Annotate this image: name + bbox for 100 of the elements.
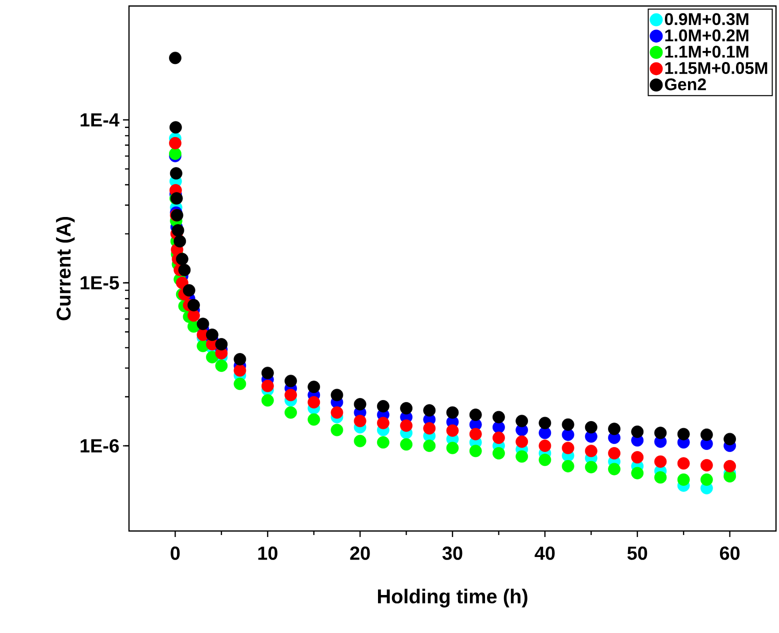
point [354, 414, 366, 428]
point [516, 450, 528, 463]
point [724, 470, 736, 482]
point [261, 366, 274, 380]
point [423, 440, 436, 452]
point [724, 460, 736, 472]
y-tick-label: 1E-6 [80, 439, 119, 453]
x-tick-label: 20 [350, 546, 370, 560]
point [492, 410, 505, 424]
point [206, 350, 218, 364]
x-tick-label: 50 [627, 546, 648, 560]
point [308, 380, 320, 394]
point [188, 298, 200, 312]
point [469, 408, 482, 421]
point [654, 455, 667, 468]
y-axis-title: Current (A) [56, 216, 75, 320]
point [516, 414, 528, 428]
point [423, 404, 436, 417]
point [492, 432, 505, 444]
point [215, 360, 228, 372]
x-axis-title: Holding time (h) [378, 588, 528, 608]
point [284, 374, 297, 388]
point [700, 428, 713, 441]
y-tick-label: 1E-5 [80, 276, 119, 290]
point [562, 460, 574, 472]
point [608, 462, 620, 476]
point [469, 444, 482, 458]
point [446, 406, 459, 419]
point [261, 394, 274, 407]
point [677, 457, 690, 470]
y-tick-label: 1E-4 [80, 113, 120, 126]
point [584, 444, 598, 458]
x-tick-label: 0 [170, 546, 180, 560]
point [284, 388, 297, 402]
point [516, 435, 528, 448]
point [700, 459, 713, 472]
point [677, 473, 690, 486]
point [169, 121, 182, 134]
point [492, 447, 505, 460]
point [308, 396, 320, 408]
point [170, 167, 182, 180]
point [206, 328, 218, 341]
point [724, 432, 736, 446]
point [423, 422, 436, 435]
point [562, 442, 574, 454]
x-tick-label: 40 [534, 546, 555, 560]
point [188, 309, 200, 322]
point [308, 413, 320, 426]
x-tick-label: 10 [258, 546, 278, 560]
point [400, 419, 412, 432]
point [700, 473, 713, 486]
point [330, 406, 344, 419]
point [608, 447, 620, 460]
point [172, 224, 184, 237]
point [631, 426, 644, 438]
point [176, 276, 188, 290]
point [654, 471, 667, 484]
point [631, 466, 644, 480]
point [215, 338, 228, 350]
point [562, 418, 574, 431]
legend-label: 0.9M+0.3M [664, 13, 748, 26]
point [538, 454, 552, 466]
point [174, 235, 186, 248]
point [654, 426, 667, 440]
point [182, 284, 196, 297]
point [169, 52, 182, 64]
point [446, 424, 459, 437]
point [330, 424, 344, 436]
point [677, 428, 690, 440]
point [169, 148, 182, 160]
point [234, 378, 246, 390]
legend-label: 1.15M+0.05M [665, 62, 768, 74]
point [178, 264, 191, 276]
point [400, 438, 412, 451]
point [469, 428, 482, 440]
point [354, 434, 366, 448]
x-tick-label: 30 [442, 546, 462, 560]
point [608, 422, 620, 436]
legend-label: Gen2 [664, 78, 706, 90]
point [354, 398, 366, 410]
point [234, 353, 246, 366]
point [330, 388, 344, 402]
point [446, 442, 459, 454]
point [538, 440, 552, 452]
point [169, 136, 182, 150]
point [376, 436, 390, 449]
legend-label: 1.0M+0.2M [665, 29, 748, 42]
point [400, 402, 412, 414]
point [261, 380, 274, 392]
point [376, 400, 390, 412]
point [284, 406, 297, 419]
point [538, 416, 552, 430]
point [196, 318, 210, 330]
point [584, 421, 598, 434]
point [376, 416, 390, 430]
point [584, 460, 598, 474]
x-tick-label: 60 [720, 546, 740, 560]
point [176, 252, 188, 266]
legend-label: 1.1M+0.1M [665, 46, 748, 58]
point [631, 451, 644, 464]
